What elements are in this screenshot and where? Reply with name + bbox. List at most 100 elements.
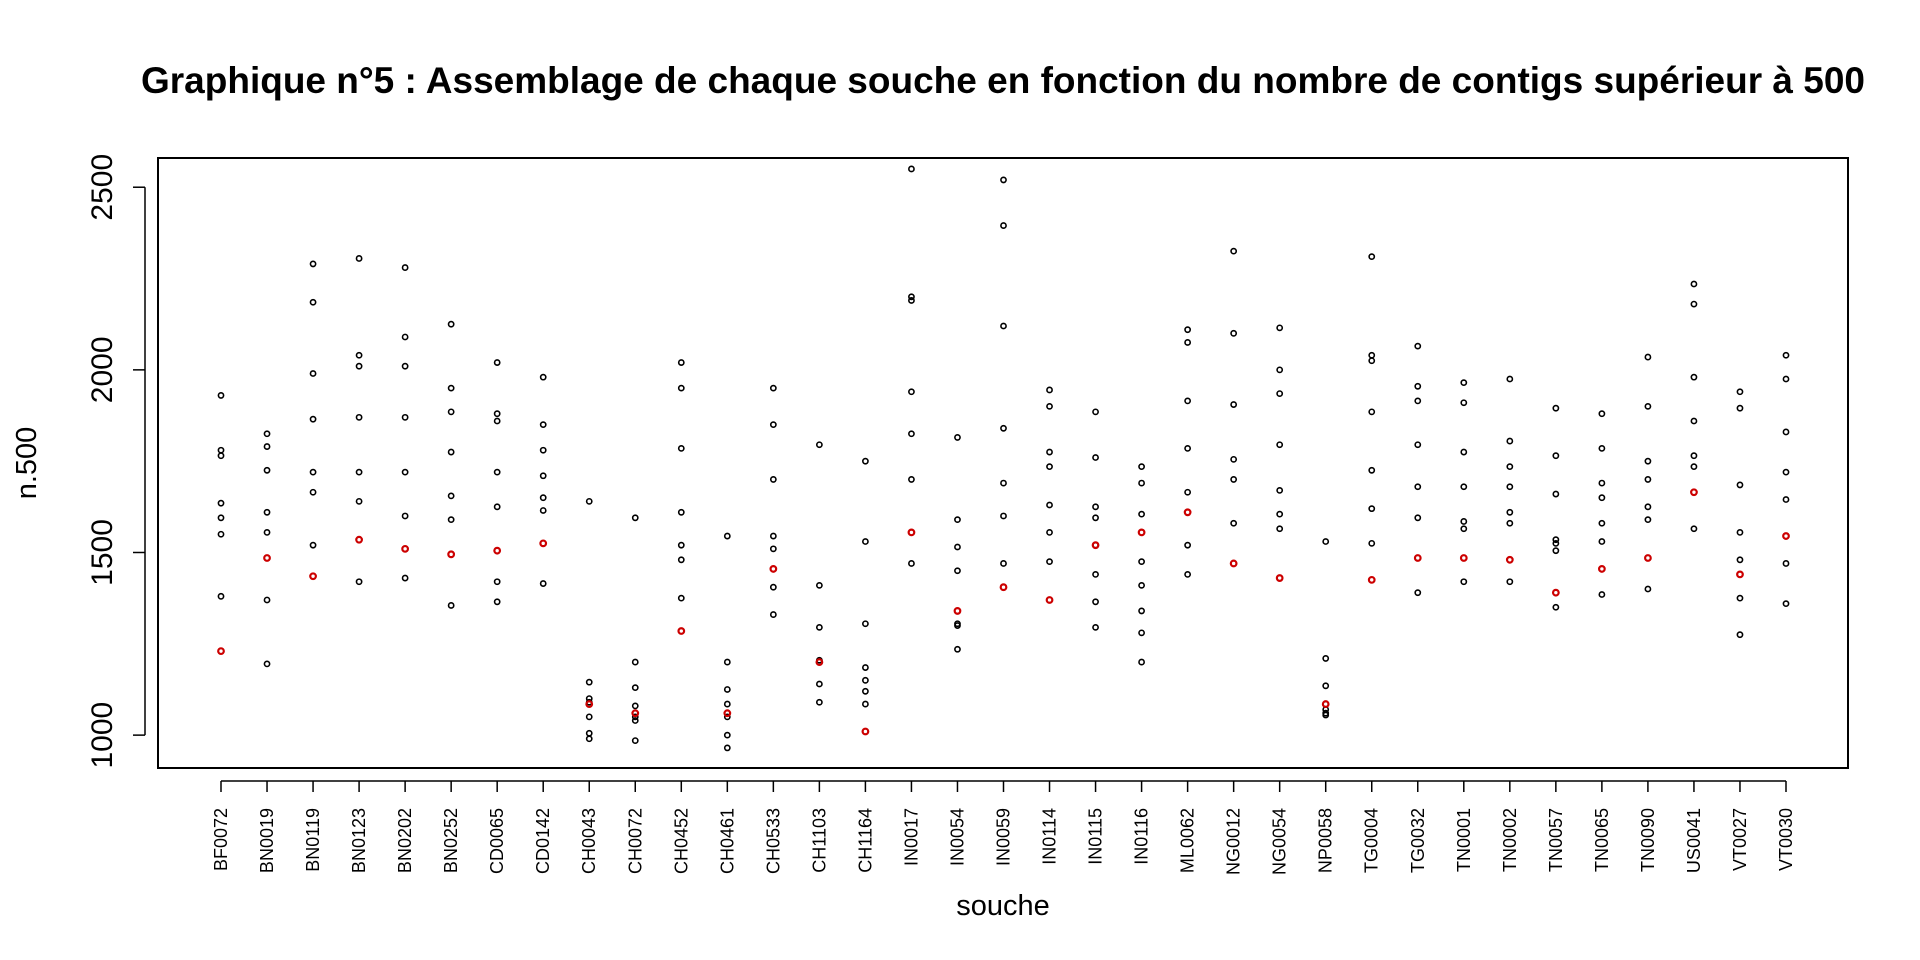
highlight-point	[263, 554, 271, 562]
data-point	[1276, 510, 1284, 518]
data-point	[1368, 466, 1376, 474]
data-point	[769, 583, 777, 591]
data-point	[677, 384, 685, 392]
data-point	[1736, 631, 1744, 639]
data-point	[954, 543, 961, 551]
data-point	[723, 713, 731, 721]
data-point	[263, 596, 271, 604]
data-point	[447, 492, 455, 500]
data-point	[1092, 623, 1099, 631]
data-point	[493, 468, 501, 476]
data-point	[1276, 366, 1284, 374]
data-point	[217, 514, 225, 522]
x-axis-title: souche	[956, 890, 1050, 922]
data-point	[1138, 581, 1145, 589]
highlight-point	[1459, 554, 1468, 562]
data-point	[1368, 253, 1376, 261]
x-tick-label: IN0059	[994, 808, 1014, 866]
highlight-point	[401, 544, 410, 553]
data-point	[1000, 176, 1007, 184]
data-point	[217, 530, 225, 538]
data-point	[1736, 556, 1744, 564]
data-point	[1184, 397, 1192, 405]
x-tick-label: BN0252	[441, 808, 461, 873]
data-point	[1184, 444, 1192, 452]
data-point	[723, 700, 731, 708]
data-point	[908, 476, 915, 483]
data-point	[1322, 655, 1330, 662]
data-point	[1276, 525, 1284, 533]
data-point	[263, 443, 271, 450]
data-point	[1552, 603, 1560, 611]
data-point	[447, 384, 455, 392]
data-point	[447, 320, 455, 328]
y-tick-label: 1500	[86, 519, 119, 586]
highlight-point	[1690, 488, 1698, 497]
highlight-point	[1275, 574, 1284, 582]
x-tick-label: NP0058	[1316, 808, 1336, 873]
data-point	[539, 472, 547, 480]
data-point	[1460, 518, 1468, 525]
data-point	[1598, 444, 1606, 452]
data-point	[1460, 379, 1468, 387]
x-tick-label: CH1103	[809, 808, 829, 873]
data-point	[1046, 386, 1053, 394]
data-point	[493, 578, 501, 586]
data-point	[1644, 457, 1652, 465]
highlight-point	[861, 727, 870, 736]
data-point	[263, 529, 271, 536]
data-point	[1644, 585, 1652, 593]
data-point	[1414, 382, 1422, 390]
data-point	[631, 684, 639, 692]
data-point	[1690, 373, 1698, 381]
data-point	[447, 516, 455, 524]
data-point	[1506, 437, 1514, 445]
data-point	[1782, 375, 1790, 383]
data-point	[585, 713, 593, 721]
x-tick-label: VT0030	[1776, 808, 1796, 871]
data-point	[1598, 519, 1606, 527]
data-point	[1598, 479, 1606, 487]
data-point	[862, 457, 869, 465]
data-point	[585, 729, 593, 737]
data-point	[1506, 463, 1514, 471]
highlight-point	[907, 528, 916, 537]
data-point	[1092, 571, 1099, 578]
data-point	[217, 592, 225, 600]
data-point	[1046, 558, 1053, 566]
data-point	[263, 508, 271, 516]
y-tick-label: 1000	[86, 702, 119, 769]
data-point	[1092, 514, 1099, 522]
data-point	[263, 466, 271, 474]
data-point	[908, 388, 915, 396]
points-layer	[217, 165, 1790, 752]
highlight-point	[1045, 596, 1054, 604]
data-point	[1414, 342, 1422, 350]
data-point	[1506, 578, 1514, 586]
data-point	[677, 444, 685, 452]
highlight-point	[1551, 588, 1560, 597]
highlight-point	[1229, 559, 1238, 568]
data-point	[1276, 324, 1284, 332]
data-point	[401, 333, 409, 341]
data-point	[1368, 539, 1376, 547]
data-point	[631, 702, 639, 710]
data-point	[1138, 629, 1145, 637]
highlight-point	[631, 709, 640, 718]
data-point	[401, 413, 409, 421]
data-point	[1092, 503, 1099, 511]
y-axis-title: n.500	[11, 427, 43, 500]
data-point	[1322, 538, 1330, 545]
data-point	[1782, 600, 1790, 608]
data-point	[1414, 441, 1422, 449]
data-point	[1552, 404, 1560, 412]
data-point	[1276, 390, 1284, 397]
data-point	[862, 700, 869, 708]
x-tick-label: NG0012	[1224, 808, 1244, 875]
data-point	[1138, 479, 1145, 487]
x-tick-label: TG0032	[1408, 808, 1428, 873]
x-tick-label: BN0019	[257, 808, 277, 873]
data-point	[1644, 503, 1652, 511]
data-point	[769, 611, 777, 618]
x-tick-label: TN0002	[1500, 808, 1520, 872]
